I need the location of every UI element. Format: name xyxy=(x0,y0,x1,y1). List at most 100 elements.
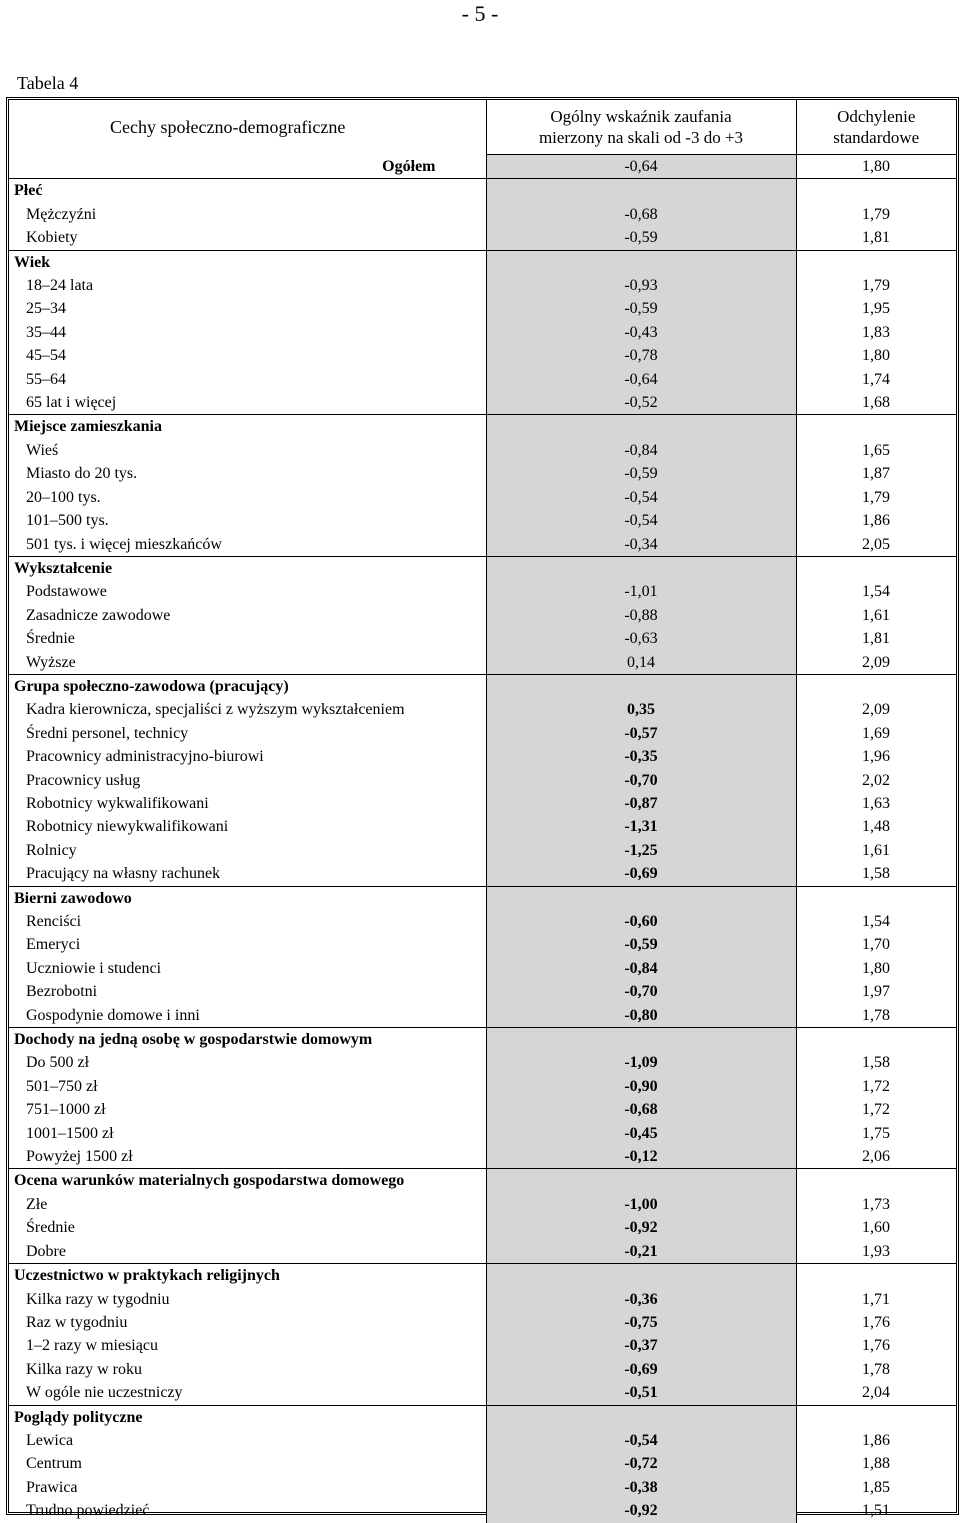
row-trust-value: -0,54 xyxy=(485,485,797,510)
row-sd-value: 2,02 xyxy=(862,771,890,789)
table-row: 501 tys. i więcej mieszkańców -0,34 2,05 xyxy=(9,532,956,557)
row-sd-value: 1,70 xyxy=(862,936,890,954)
row-trust-value: -1,09 xyxy=(485,1051,797,1075)
row-sd-value: 1,86 xyxy=(862,512,890,530)
section-sd-blank xyxy=(796,178,956,203)
section-value-blank xyxy=(485,673,797,699)
row-trust-value: -0,12 xyxy=(485,1145,797,1169)
row-sd-value: 1,61 xyxy=(862,841,890,859)
row-label: 25–34 xyxy=(26,300,66,318)
row-trust-value: -0,69 xyxy=(485,1357,797,1382)
section-value-blank xyxy=(485,1263,797,1288)
table-row: Kadra kierownicza, specjaliści z wyższym… xyxy=(9,698,956,722)
row-sd-value: 1,76 xyxy=(862,1337,890,1355)
row-label: W ogóle nie uczestniczy xyxy=(26,1384,183,1402)
table-row: Pracujący na własny rachunek -0,69 1,58 xyxy=(9,862,956,887)
header-trust-index: Ogólny wskaźnik zaufania mierzony na ska… xyxy=(485,100,797,155)
section-header-row: Grupa społeczno-zawodowa (pracujący) xyxy=(9,673,956,699)
row-sd-value: 1,78 xyxy=(862,1360,890,1378)
row-trust-value: -0,54 xyxy=(485,1428,797,1453)
table-row: 101–500 tys. -0,54 1,86 xyxy=(9,509,956,533)
table-row: Do 500 zł -1,09 1,58 xyxy=(9,1051,956,1075)
row-trust-value: -0,59 xyxy=(485,226,797,251)
section-header-row: Wykształcenie xyxy=(9,555,956,581)
row-sd-value: 1,58 xyxy=(862,865,890,883)
row-trust-value: -0,60 xyxy=(485,910,797,934)
row-sd-value: 1,96 xyxy=(862,748,890,766)
table-row: 18–24 lata -0,93 1,79 xyxy=(9,274,956,298)
row-trust-value: -1,00 xyxy=(485,1192,797,1217)
row-trust-value: -0,87 xyxy=(485,791,797,816)
section-header-row: Miejsce zamieszkania xyxy=(9,414,956,439)
row-trust-value: -0,68 xyxy=(485,1098,797,1122)
row-trust-value: -0,59 xyxy=(485,933,797,957)
row-sd-value: 2,04 xyxy=(862,1384,890,1402)
section-value-blank xyxy=(485,1404,797,1429)
row-sd-value: 1,75 xyxy=(862,1124,890,1142)
row-label: Do 500 zł xyxy=(26,1054,90,1072)
total-sd: 1,80 xyxy=(796,154,956,180)
total-value: -0,64 xyxy=(485,154,797,180)
section-header-row: Dochody na jedną osobę w gospodarstwie d… xyxy=(9,1027,956,1052)
row-label: Pracownicy administracyjno-biurowi xyxy=(26,748,264,766)
section-title: Miejsce zamieszkania xyxy=(9,414,486,439)
row-trust-value: -0,51 xyxy=(485,1381,797,1406)
header-std-deviation: Odchylenie standardowe xyxy=(796,100,956,155)
row-label: Gospodynie domowe i inni xyxy=(26,1006,200,1024)
section-sd-blank xyxy=(796,1168,956,1193)
row-trust-value: -0,43 xyxy=(485,320,797,345)
row-trust-value: -0,78 xyxy=(485,344,797,368)
section-title: Bierni zawodowo xyxy=(9,885,486,910)
table-row: Renciści -0,60 1,54 xyxy=(9,910,956,934)
row-label: Dobre xyxy=(26,1242,66,1260)
table-row: Kilka razy w tygodniu -0,36 1,71 xyxy=(9,1287,956,1311)
row-trust-value: -0,59 xyxy=(485,297,797,321)
section-title: Ocena warunków materialnych gospodarstwa… xyxy=(9,1168,486,1193)
row-label: Raz w tygodniu xyxy=(26,1313,128,1331)
row-trust-value: -0,64 xyxy=(485,367,797,392)
row-label: 501 tys. i więcej mieszkańców xyxy=(26,535,222,553)
row-label: Centrum xyxy=(26,1455,82,1473)
row-trust-value: -0,68 xyxy=(485,202,797,227)
row-sd-value: 1,81 xyxy=(862,229,890,247)
row-label: 20–100 tys. xyxy=(26,488,101,506)
section-header-row: Uczestnictwo w praktykach religijnych xyxy=(9,1263,956,1288)
row-trust-value: -1,31 xyxy=(485,815,797,839)
table-row: 65 lat i więcej -0,52 1,68 xyxy=(9,391,956,415)
section-sd-blank xyxy=(796,673,956,699)
row-label: Kilka razy w roku xyxy=(26,1360,142,1378)
row-trust-value: -0,70 xyxy=(485,980,797,1004)
row-label: Emeryci xyxy=(26,936,81,954)
row-sd-value: 1,79 xyxy=(862,205,890,223)
table-row: Zasadnicze zawodowe -0,88 1,61 xyxy=(9,603,956,628)
table-row: Trudno powiedzieć -0,92 1,51 xyxy=(9,1499,956,1523)
row-trust-value: -0,75 xyxy=(485,1310,797,1335)
table-row: Kilka razy w roku -0,69 1,78 xyxy=(9,1357,956,1382)
row-sd-value: 1,60 xyxy=(862,1219,890,1237)
table-row: Gospodynie domowe i inni -0,80 1,78 xyxy=(9,1003,956,1028)
row-sd-value: 1,68 xyxy=(862,394,890,412)
table-row: Wieś -0,84 1,65 xyxy=(9,438,956,463)
row-sd-value: 2,09 xyxy=(862,701,890,719)
row-sd-value: 1,51 xyxy=(862,1502,890,1520)
row-sd-value: 2,06 xyxy=(862,1148,890,1166)
row-trust-value: -0,37 xyxy=(485,1334,797,1358)
row-trust-value: -0,72 xyxy=(485,1452,797,1476)
row-sd-value: 1,76 xyxy=(862,1313,890,1331)
table-row: Emeryci -0,59 1,70 xyxy=(9,933,956,957)
row-label: Kilka razy w tygodniu xyxy=(26,1290,170,1308)
row-sd-value: 1,48 xyxy=(862,818,890,836)
row-sd-value: 2,05 xyxy=(862,535,890,553)
section-value-blank xyxy=(485,249,797,275)
row-label: 101–500 tys. xyxy=(26,512,109,530)
row-label: Lewica xyxy=(26,1431,74,1449)
table-row: Powyżej 1500 zł -0,12 2,06 xyxy=(9,1145,956,1169)
row-trust-value: -1,25 xyxy=(485,838,797,863)
row-trust-value: -0,84 xyxy=(485,438,797,463)
row-trust-value: -0,45 xyxy=(485,1121,797,1146)
row-sd-value: 1,71 xyxy=(862,1290,890,1308)
row-trust-value: -0,34 xyxy=(485,532,797,557)
row-sd-value: 1,54 xyxy=(862,913,890,930)
table-row: Kobiety -0,59 1,81 xyxy=(9,226,956,251)
row-trust-value: -1,01 xyxy=(485,580,797,604)
